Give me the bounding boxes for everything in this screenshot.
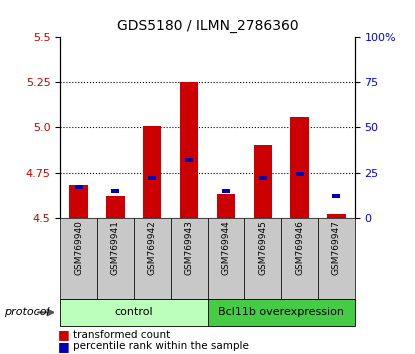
Bar (208, 299, 355, 326)
Text: GSM769945: GSM769945 (258, 220, 267, 275)
Text: GSM769944: GSM769944 (222, 220, 230, 275)
Bar (148, 176, 156, 180)
Text: control: control (115, 307, 153, 318)
Bar (332, 194, 340, 198)
Text: GSM769942: GSM769942 (148, 220, 157, 275)
Bar (180, 82, 198, 218)
Bar (290, 116, 309, 218)
Bar (318, 218, 355, 299)
Bar (327, 214, 346, 218)
Text: Bcl11b overexpression: Bcl11b overexpression (218, 307, 344, 318)
Bar (106, 196, 124, 218)
Text: ■: ■ (58, 340, 70, 353)
Title: GDS5180 / ILMN_2786360: GDS5180 / ILMN_2786360 (117, 19, 298, 33)
Text: protocol: protocol (4, 307, 50, 318)
Bar (244, 218, 281, 299)
Bar (134, 218, 171, 299)
Text: ■: ■ (58, 328, 70, 341)
Text: transformed count: transformed count (73, 330, 170, 339)
Text: GSM769943: GSM769943 (185, 220, 193, 275)
Bar (259, 176, 267, 180)
Text: percentile rank within the sample: percentile rank within the sample (73, 341, 249, 351)
Bar (281, 218, 318, 299)
Bar (60, 299, 208, 326)
Bar (143, 126, 161, 218)
Text: GSM769940: GSM769940 (74, 220, 83, 275)
Bar (75, 185, 83, 189)
Text: GSM769946: GSM769946 (295, 220, 304, 275)
Bar (69, 185, 88, 218)
Bar (171, 218, 208, 299)
Text: GSM769947: GSM769947 (332, 220, 341, 275)
Text: GSM769941: GSM769941 (111, 220, 120, 275)
Bar (254, 145, 272, 218)
Bar (97, 218, 134, 299)
Bar (295, 172, 304, 176)
Bar (111, 189, 120, 193)
Bar (185, 158, 193, 162)
Bar (222, 189, 230, 193)
Bar (60, 218, 97, 299)
Bar (208, 218, 244, 299)
Bar (217, 194, 235, 218)
